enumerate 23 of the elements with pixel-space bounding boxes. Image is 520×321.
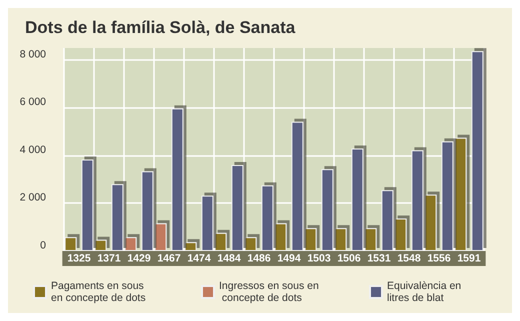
x-tick-label: 1429	[127, 252, 151, 264]
y-tick-label: 6 000	[20, 96, 46, 108]
chart-title: Dots de la família Solà, de Sanata	[25, 18, 296, 37]
x-tick-label: 1531	[367, 252, 391, 264]
x-tick-label: 1591	[457, 252, 481, 264]
y-tick-label: 4 000	[20, 144, 46, 156]
legend-label: Ingressos en sous en concepte de dots	[219, 280, 319, 304]
x-tick-label: 1503	[307, 252, 331, 264]
y-tick-label: 0	[40, 240, 46, 252]
x-tick-label: 1467	[157, 252, 181, 264]
x-tick-label: 1506	[337, 252, 361, 264]
x-tick-label: 1486	[247, 252, 271, 264]
x-tick-label: 1325	[67, 252, 91, 264]
x-tick-label: 1556	[427, 252, 451, 264]
legend-label: Pagaments en sous en concepte de dots	[51, 280, 147, 304]
x-tick-label: 1474	[187, 252, 211, 264]
x-tick-label: 1484	[217, 252, 241, 264]
x-tick-label: 1548	[397, 252, 421, 264]
legend-label: Equivalència en litres de blat	[387, 280, 464, 304]
x-tick-label: 1371	[97, 252, 121, 264]
x-tick-label: 1494	[277, 252, 301, 264]
y-tick-label: 8 000	[20, 48, 46, 60]
y-tick-label: 2 000	[20, 192, 46, 204]
